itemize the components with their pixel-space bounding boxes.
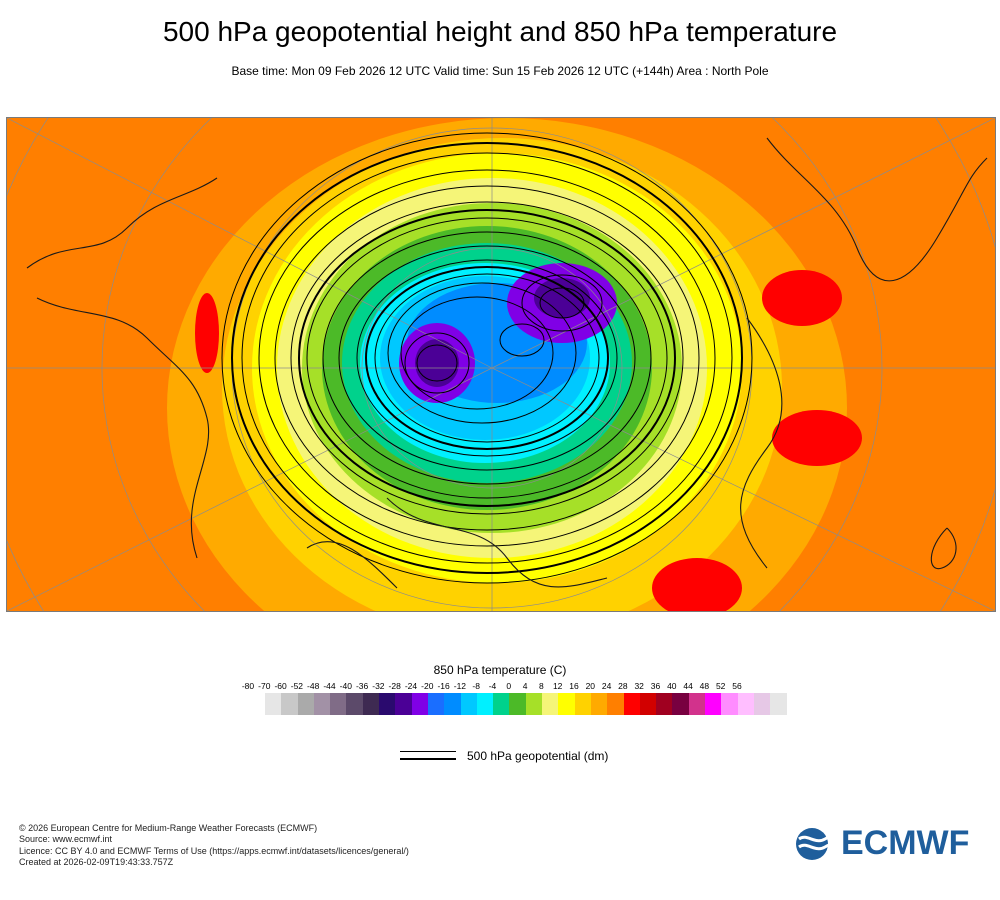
legend-swatch xyxy=(721,693,738,715)
legend-swatch xyxy=(411,693,428,715)
legend-swatch xyxy=(639,693,657,715)
legend-swatch xyxy=(444,693,461,715)
legend-tick-label: -40 xyxy=(339,681,352,691)
legend-tick-label: 56 xyxy=(732,681,742,691)
legend-swatch xyxy=(493,693,510,715)
legend-tick-label: 32 xyxy=(634,681,644,691)
legend-swatch xyxy=(753,693,771,715)
legend-swatch xyxy=(427,693,445,715)
legend-swatch xyxy=(688,693,706,715)
legend-tick-label: -48 xyxy=(307,681,320,691)
footer-created: Created at 2026-02-09T19:43:33.757Z xyxy=(19,856,174,867)
legend-swatch xyxy=(379,693,396,715)
legend-tick-label: 28 xyxy=(618,681,628,691)
legend-swatch xyxy=(313,693,331,715)
legend-tick-label: -28 xyxy=(388,681,401,691)
legend-tick-label: 36 xyxy=(650,681,661,691)
legend-swatch xyxy=(705,693,722,715)
legend-tick-label: -24 xyxy=(404,681,418,691)
chart-title: 500 hPa geopotential height and 850 hPa … xyxy=(162,16,838,47)
legend-tick-label: -60 xyxy=(274,681,287,691)
legend-swatch xyxy=(542,693,559,715)
legend-swatch xyxy=(362,693,380,715)
legend-tick-label: -12 xyxy=(453,681,467,691)
legend-swatch xyxy=(607,693,624,715)
legend-swatch xyxy=(297,693,314,715)
geopotential-legend-line xyxy=(400,750,456,760)
geopotential-contours-bold xyxy=(231,142,743,574)
temperature-legend-ticks: -80 -70 -60 -52 -48 -44 -40 -36 -32 -28 -24 -20 -16-… xyxy=(240,681,760,693)
footer-credits: © 2026 European Centre for Medium-Range … xyxy=(19,823,409,868)
geopotential-legend-label: 500 hPa geopotential (dm) xyxy=(467,749,609,763)
legend-tick-label: 0 xyxy=(506,681,512,691)
legend-tick-label: 4 xyxy=(522,681,528,691)
forecast-map xyxy=(6,117,996,612)
ecmwf-logo-icon xyxy=(796,828,839,860)
legend-tick-label: 40 xyxy=(667,681,677,691)
legend-swatch xyxy=(623,693,640,715)
legend-swatch xyxy=(590,693,608,715)
legend-tick-label: -20 xyxy=(421,681,434,691)
legend-tick-label: -32 xyxy=(372,681,385,691)
legend-tick-label: 48 xyxy=(699,681,710,691)
legend-tick-label: -80 xyxy=(241,681,255,691)
legend-swatch xyxy=(346,693,363,715)
legend-swatch xyxy=(656,693,673,715)
legend-tick-label: 44 xyxy=(683,681,693,691)
legend-tick-label: 12 xyxy=(552,681,563,691)
legend-tick-label: 8 xyxy=(539,681,544,691)
legend-swatch xyxy=(509,693,526,715)
legend-swatch xyxy=(525,693,543,715)
legend-swatch xyxy=(330,693,347,715)
legend-tick-label: -16 xyxy=(437,681,450,691)
legend-swatch xyxy=(460,693,477,715)
legend-tick-label: 24 xyxy=(601,681,612,691)
legend-swatch xyxy=(770,693,787,715)
legend-tick-label: -36 xyxy=(355,681,369,691)
footer-copyright: © 2026 European Centre for Medium-Range … xyxy=(19,823,318,833)
footer-licence: Licence: CC BY 4.0 and ECMWF Terms of Us… xyxy=(19,845,409,856)
legend-tick-label: 20 xyxy=(585,681,596,691)
geopotential-contours xyxy=(221,132,753,584)
legend-tick-label: 52 xyxy=(715,681,726,691)
coastlines xyxy=(26,137,988,589)
legend-swatch xyxy=(574,693,591,715)
ecmwf-logo-text: ECMWF xyxy=(841,824,970,862)
cold-core-east xyxy=(534,278,590,318)
legend-swatch xyxy=(395,693,412,715)
legend-tick-label: -44 xyxy=(323,681,336,691)
hot-spot-atlantic xyxy=(195,293,219,373)
temperature-legend-title: 850 hPa temperature (C) xyxy=(433,663,567,677)
legend-swatch xyxy=(281,693,298,715)
legend-tick-label: 16 xyxy=(569,681,579,691)
hot-spot-east-asia xyxy=(762,270,842,326)
ecmwf-logo: ECMWF xyxy=(795,824,985,862)
legend-tick-label: -70 xyxy=(258,681,271,691)
legend-swatch xyxy=(476,693,494,715)
footer-source: Source: www.ecmwf.int xyxy=(19,834,113,845)
legend-swatch xyxy=(672,693,689,715)
legend-swatch xyxy=(265,693,282,715)
temperature-legend-colorbar xyxy=(265,693,787,715)
chart-subtitle: Base time: Mon 09 Feb 2026 12 UTC Valid … xyxy=(231,64,769,78)
legend-swatch xyxy=(558,693,575,715)
hot-spot-pacific xyxy=(772,410,862,466)
legend-tick-label: -4 xyxy=(488,681,497,691)
legend-tick-label: -8 xyxy=(472,681,480,691)
cold-core-west xyxy=(415,339,459,387)
legend-swatch xyxy=(737,693,754,715)
legend-tick-label: -52 xyxy=(290,681,304,691)
hot-spot-south xyxy=(652,558,742,611)
